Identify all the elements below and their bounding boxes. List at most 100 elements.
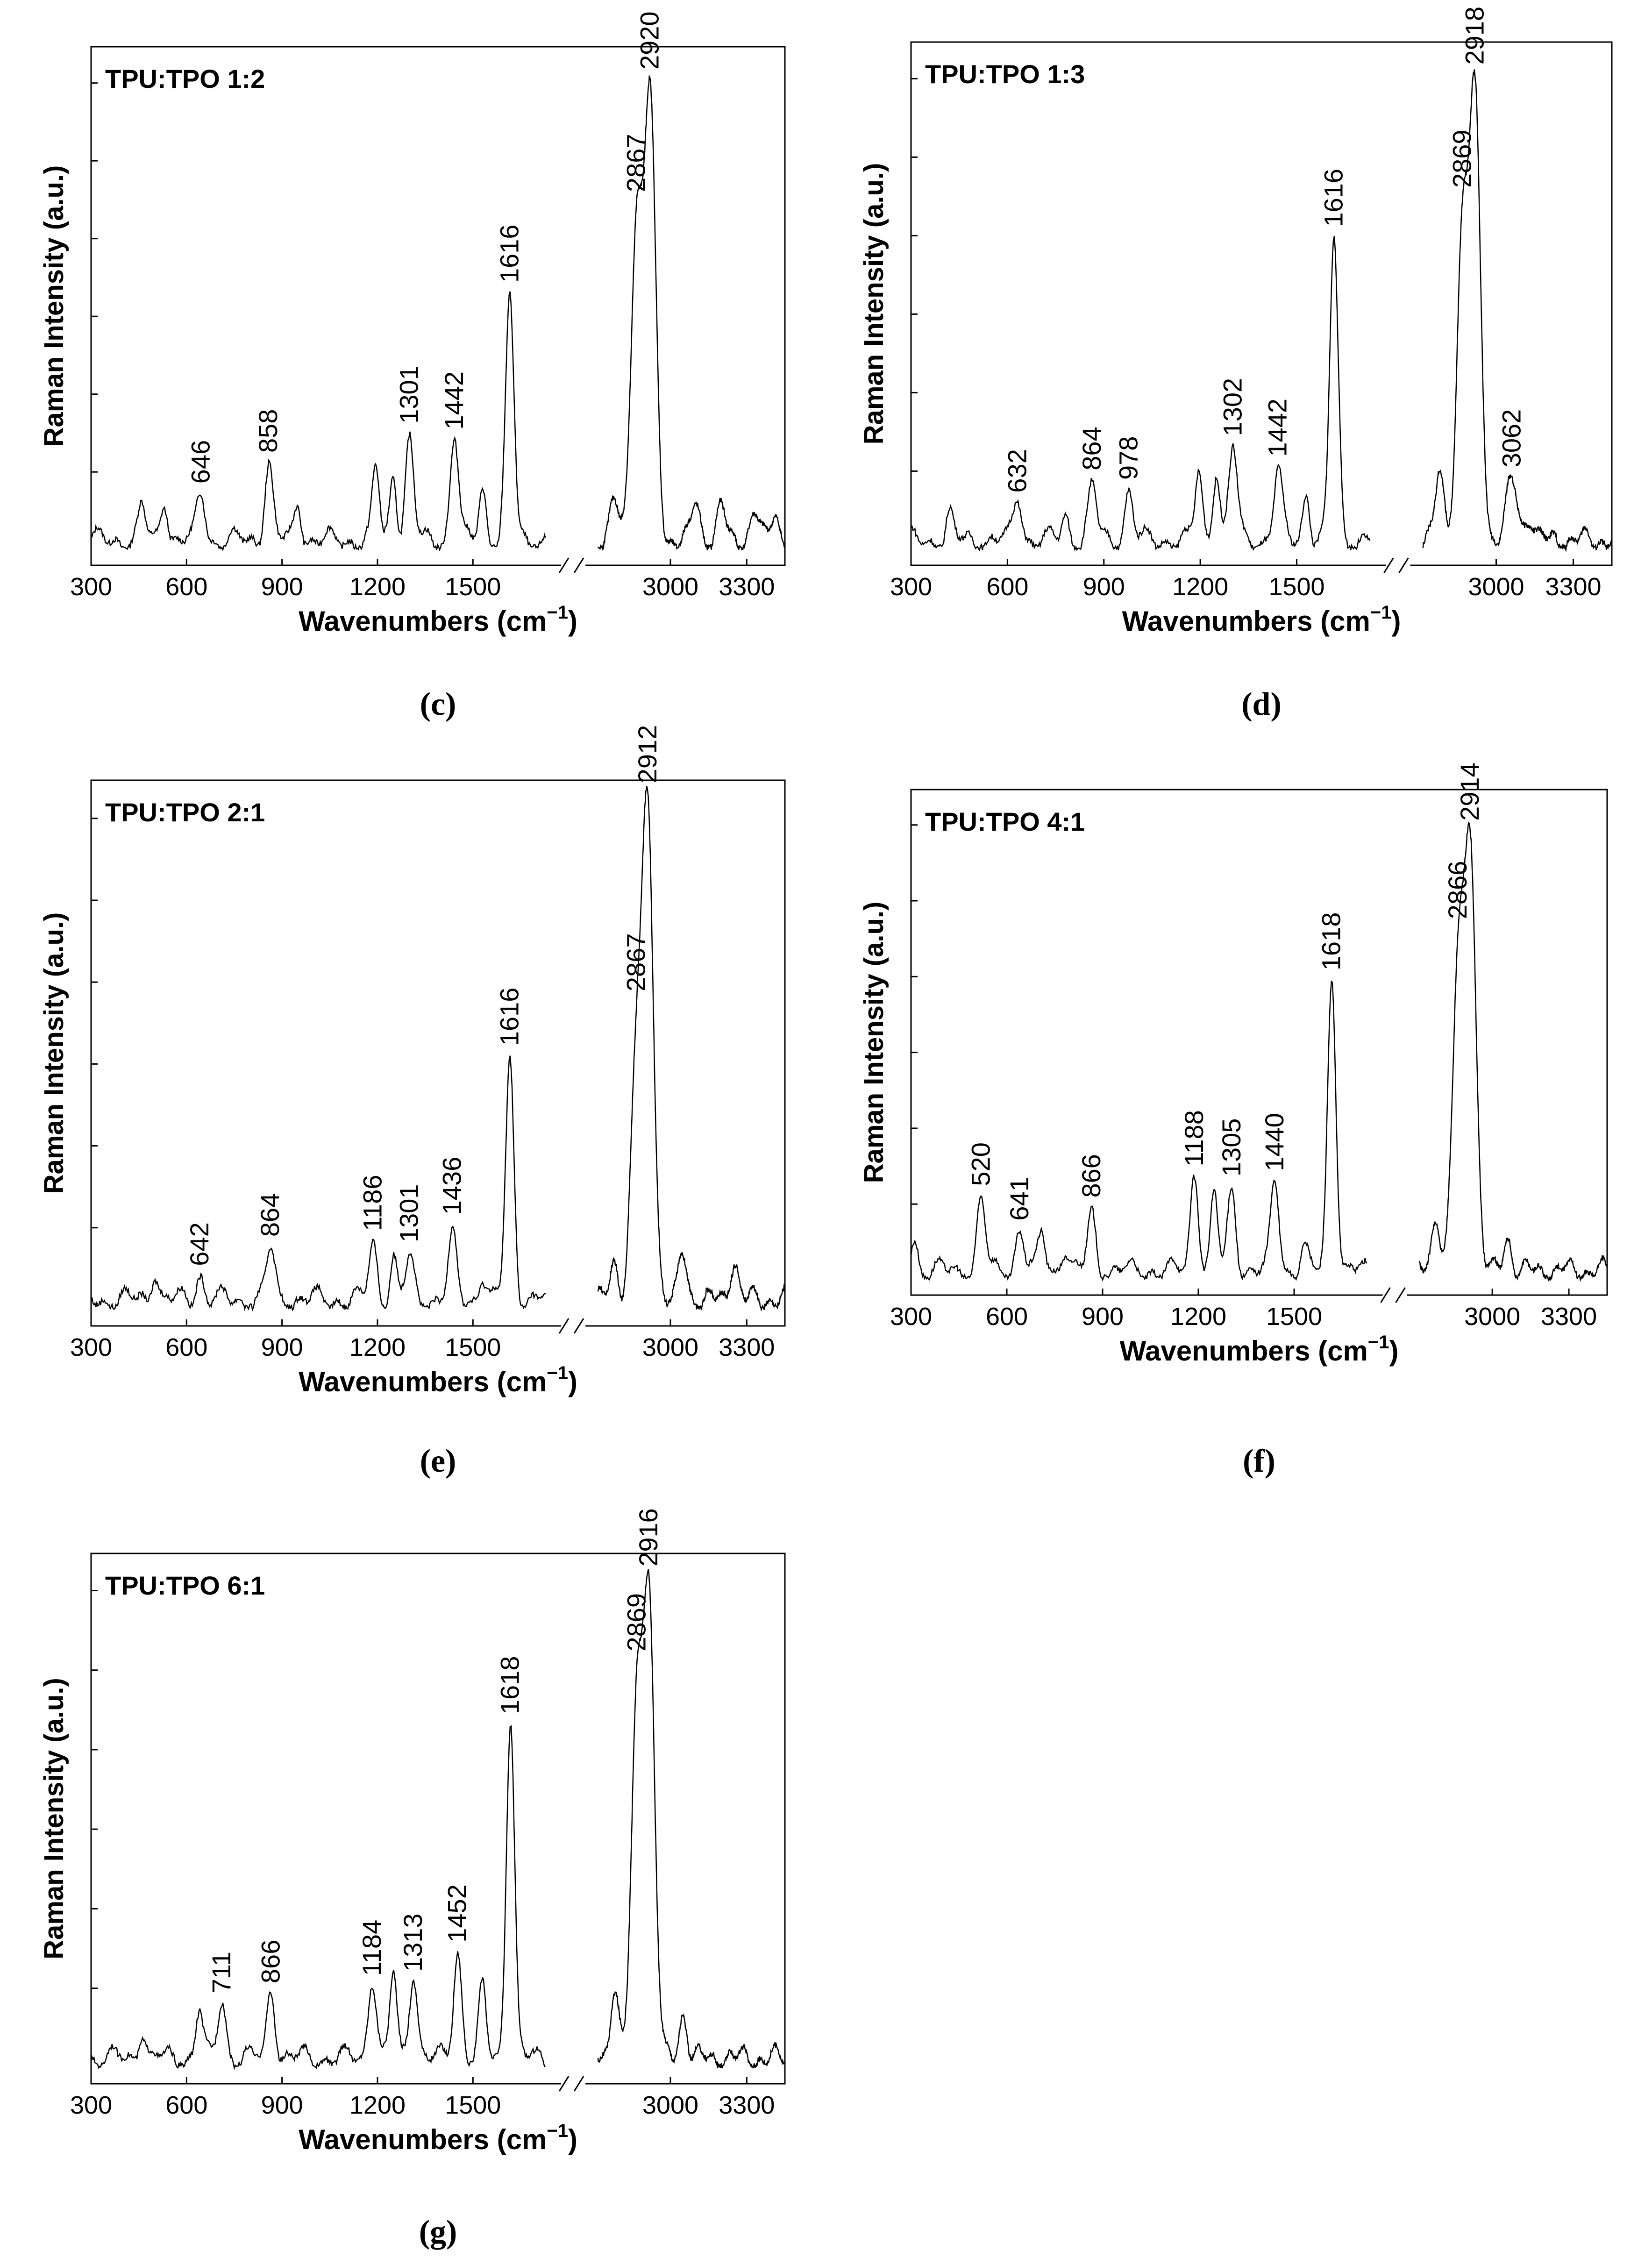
- x-tick-label: 1200: [1170, 1303, 1226, 1331]
- peak-label: 864: [255, 1193, 285, 1237]
- x-tick-label: 1200: [349, 573, 406, 601]
- axis-break-mark: [558, 557, 570, 573]
- peak-label: 858: [253, 409, 283, 453]
- x-axis-label-text: Wavenumbers (cm: [299, 1366, 547, 1397]
- peak-label: 1301: [394, 1184, 424, 1242]
- chart-panel-c: 300 600 900 1200 1500 3000 3300 646 858 1301 1442 1…: [39, 11, 786, 722]
- peak-label: 632: [1002, 449, 1032, 492]
- peak-label: 1188: [1179, 1110, 1209, 1166]
- peak-label: 1184: [357, 1920, 386, 1976]
- spectrum-line-high: [597, 786, 785, 1312]
- peak-label: 2866: [1443, 861, 1472, 919]
- x-tick-label: 900: [1082, 1303, 1124, 1331]
- peak-label: 1616: [494, 224, 524, 283]
- peak-label: 641: [1004, 1177, 1034, 1220]
- x-tick-label: 1500: [445, 2091, 501, 2119]
- axis-break-mark: [1383, 557, 1394, 573]
- x-tick-label: 600: [165, 1333, 207, 1361]
- peak-label: 1301: [394, 365, 424, 424]
- x-axis-label: Wavenumbers (cm−1): [1120, 1332, 1399, 1367]
- chart-panel-e: 300 600 900 1200 1500 3000 3300 642 864 1186 1301 1…: [39, 725, 786, 1479]
- x-tick-label: 900: [261, 2091, 303, 2119]
- y-axis-label: Raman Intensity (a.u.): [859, 163, 889, 445]
- peak-label: 1616: [1318, 169, 1348, 227]
- x-axis-label-close: ): [568, 2124, 577, 2155]
- y-axis-label: Raman Intensity (a.u.): [39, 1678, 69, 1959]
- x-tick-label: 3300: [1545, 573, 1601, 601]
- x-tick-label: 300: [70, 1333, 112, 1361]
- x-tick-label: 600: [165, 573, 207, 601]
- panel-title: TPU:TPO 1:3: [925, 59, 1085, 89]
- spectrum-line-high: [597, 74, 785, 551]
- x-axis-label: Wavenumbers (cm−1): [299, 2121, 577, 2155]
- spectrum-line-high: [1419, 822, 1608, 1282]
- plot-frame: [90, 46, 786, 566]
- peak-label: 1186: [357, 1175, 387, 1231]
- x-tick-label: 300: [70, 573, 112, 601]
- x-axis-label-close: ): [568, 605, 577, 637]
- peak-label: 2916: [634, 1508, 663, 1567]
- peak-label: 1305: [1217, 1118, 1246, 1177]
- peak-label: 520: [966, 1142, 995, 1186]
- x-axis-label-sup: −1: [547, 2121, 568, 2141]
- x-axis-label-sup: −1: [1370, 602, 1392, 623]
- x-axis-label-text: Wavenumbers (cm: [299, 2124, 547, 2155]
- x-tick-label: 1500: [1268, 573, 1324, 601]
- x-axis-label-sup: −1: [1368, 1332, 1389, 1353]
- axis-break-mark: [558, 1318, 570, 1334]
- x-axis-label-close: ): [1389, 1335, 1398, 1367]
- peak-label: 711: [206, 1952, 236, 1993]
- peak-label: 1618: [1317, 912, 1346, 971]
- panel-caption: (g): [419, 2214, 457, 2250]
- peak-label: 1440: [1260, 1113, 1289, 1171]
- axis-break-mark: [1395, 1287, 1406, 1303]
- x-tick-label: 900: [261, 1333, 303, 1361]
- x-tick-label: 3000: [642, 573, 698, 601]
- axis-break-mark: [573, 557, 584, 573]
- spectrum-line-low: [911, 236, 1371, 552]
- panel-title: TPU:TPO 6:1: [105, 1571, 265, 1600]
- x-axis-label-close: ): [1391, 605, 1401, 637]
- x-tick-label: 3300: [719, 1333, 775, 1361]
- spectrum-line-high: [597, 1569, 785, 2069]
- plot-frame: [910, 41, 1613, 566]
- axis-break-mark: [558, 2076, 570, 2092]
- peak-label: 1302: [1218, 378, 1247, 436]
- x-tick-label: 3300: [719, 2091, 775, 2119]
- x-tick-label: 1200: [349, 1333, 406, 1361]
- x-tick-label: 3000: [1468, 573, 1524, 601]
- x-tick-label: 600: [986, 573, 1028, 601]
- peak-label: 3062: [1497, 409, 1526, 468]
- x-tick-label: 300: [890, 1303, 932, 1331]
- plot-frame: [90, 1553, 786, 2085]
- axis-break-mark: [1380, 1287, 1391, 1303]
- peak-label: 1616: [494, 988, 524, 1046]
- spectrum-line-high: [1422, 69, 1612, 552]
- peak-label: 866: [1076, 1154, 1106, 1197]
- panel-title: TPU:TPO 1:2: [105, 64, 265, 93]
- axis-break-mark: [573, 2076, 584, 2092]
- peak-label: 978: [1113, 436, 1143, 480]
- spectrum-line-low: [91, 1055, 546, 1312]
- peak-label: 2914: [1455, 762, 1484, 821]
- peak-label: 1442: [1263, 399, 1292, 457]
- chart-panel-f: 300 600 900 1200 1500 3000 3300 520 641 866 1188 13…: [859, 762, 1608, 1479]
- x-axis-label: Wavenumbers (cm−1): [299, 602, 577, 637]
- x-tick-label: 300: [70, 2091, 112, 2119]
- chart-panel-d: 300 600 900 1200 1500 3000 3300 632 864 978 1302 14…: [859, 7, 1613, 722]
- peak-label: 1313: [398, 1913, 427, 1972]
- x-tick-label: 900: [1083, 573, 1125, 601]
- x-axis-label-close: ): [568, 1366, 577, 1397]
- peak-label: 1436: [437, 1157, 467, 1215]
- x-tick-label: 1200: [349, 2091, 406, 2119]
- x-tick-label: 3300: [719, 573, 775, 601]
- y-axis-label: Raman Intensity (a.u.): [39, 165, 69, 447]
- x-axis-label-text: Wavenumbers (cm: [1120, 1335, 1368, 1367]
- panel-caption: (e): [420, 1443, 456, 1479]
- panel-caption: (f): [1243, 1443, 1275, 1479]
- panel-caption: (d): [1241, 686, 1282, 722]
- panel-caption: (c): [420, 686, 456, 722]
- peak-label: 2867: [621, 134, 651, 192]
- spectrum-line-low: [90, 291, 546, 552]
